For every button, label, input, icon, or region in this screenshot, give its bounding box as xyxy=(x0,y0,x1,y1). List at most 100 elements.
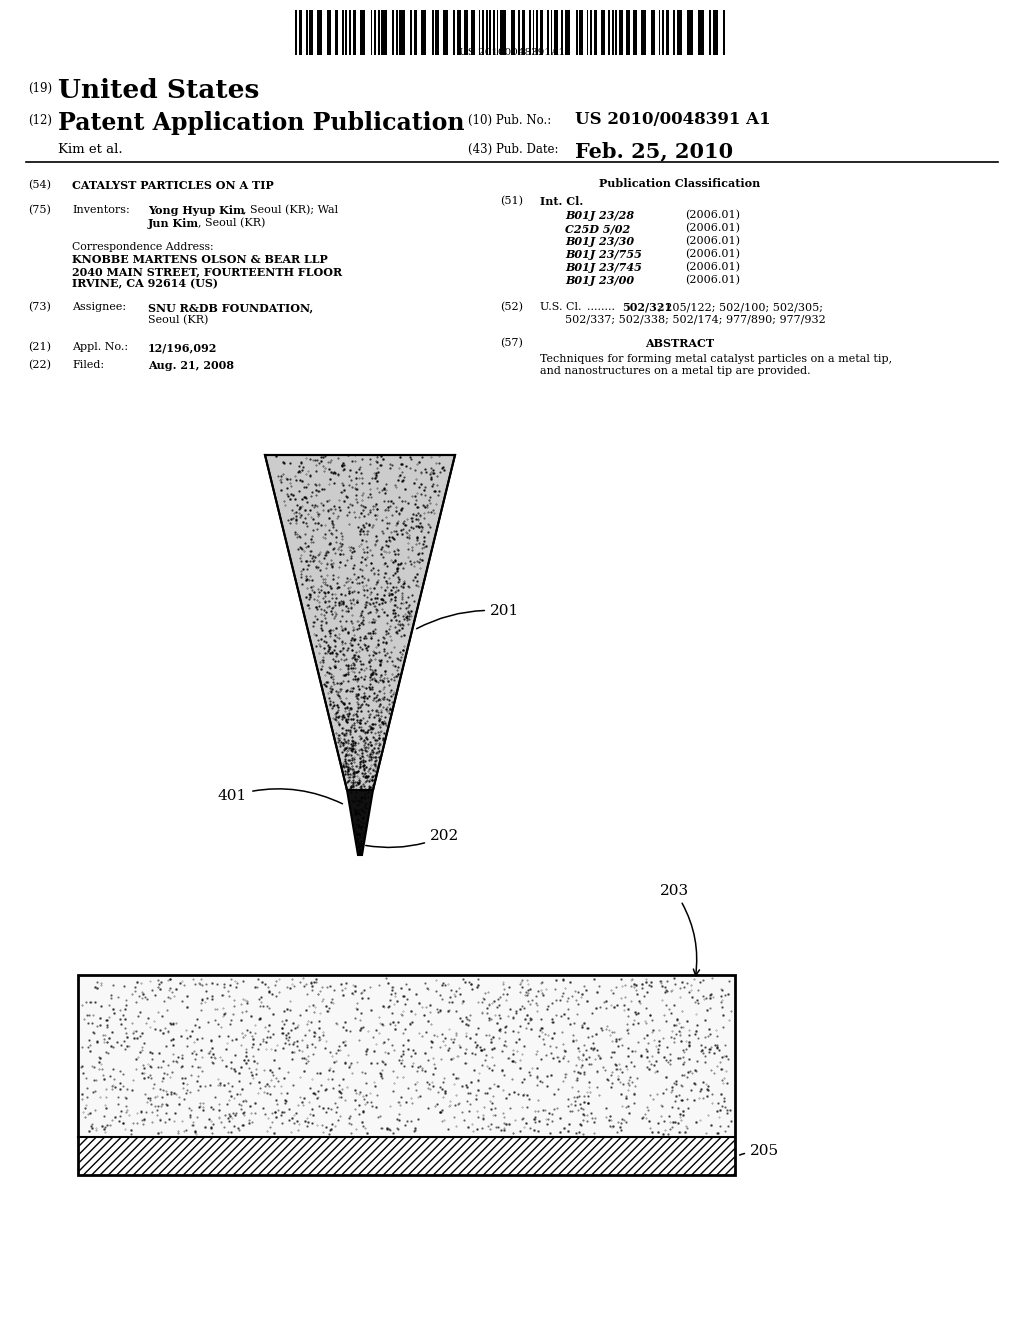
Text: Appl. No.:: Appl. No.: xyxy=(72,342,128,352)
Bar xyxy=(295,11,297,55)
Text: (43) Pub. Date:: (43) Pub. Date: xyxy=(468,143,558,156)
Text: 12/196,092: 12/196,092 xyxy=(148,342,217,352)
Text: , Seoul (KR); Wal: , Seoul (KR); Wal xyxy=(243,205,338,215)
Bar xyxy=(335,11,338,55)
Bar xyxy=(471,11,475,55)
Bar xyxy=(442,11,449,55)
Bar xyxy=(392,11,394,55)
Bar xyxy=(594,11,597,55)
Bar xyxy=(627,11,630,55)
Text: B01J 23/745: B01J 23/745 xyxy=(565,261,642,273)
Bar xyxy=(673,11,675,55)
Bar xyxy=(500,11,506,55)
Bar xyxy=(396,11,397,55)
Bar xyxy=(435,11,439,55)
Text: United States: United States xyxy=(58,78,259,103)
Bar xyxy=(666,11,670,55)
Text: SNU R&DB FOUNDATION,: SNU R&DB FOUNDATION, xyxy=(148,302,313,313)
Text: Jun Kim: Jun Kim xyxy=(148,218,199,228)
Text: Aug. 21, 2008: Aug. 21, 2008 xyxy=(148,360,234,371)
Text: (21): (21) xyxy=(28,342,51,352)
Bar xyxy=(411,11,412,55)
Text: ........: ........ xyxy=(587,302,615,312)
Text: 202: 202 xyxy=(366,829,459,847)
Text: , Seoul (KR): , Seoul (KR) xyxy=(198,218,265,228)
Text: (22): (22) xyxy=(28,360,51,371)
Text: Yong Hyup Kim: Yong Hyup Kim xyxy=(148,205,245,216)
Text: KNOBBE MARTENS OLSON & BEAR LLP: KNOBBE MARTENS OLSON & BEAR LLP xyxy=(72,253,328,265)
Bar xyxy=(489,11,492,55)
Bar xyxy=(299,11,302,55)
Text: ; 205/122; 502/100; 502/305;: ; 205/122; 502/100; 502/305; xyxy=(658,302,823,312)
Bar xyxy=(663,11,664,55)
Bar xyxy=(601,11,604,55)
Text: IRVINE, CA 92614 (US): IRVINE, CA 92614 (US) xyxy=(72,279,218,289)
Text: (2006.01): (2006.01) xyxy=(685,236,740,247)
Bar xyxy=(532,11,535,55)
Bar xyxy=(78,975,735,1137)
Text: (75): (75) xyxy=(28,205,51,215)
Text: (19): (19) xyxy=(28,82,52,95)
Bar xyxy=(580,11,583,55)
Text: Inventors:: Inventors: xyxy=(72,205,130,215)
Text: and nanostructures on a metal tip are provided.: and nanostructures on a metal tip are pr… xyxy=(540,366,811,376)
Text: Techniques for forming metal catalyst particles on a metal tip,: Techniques for forming metal catalyst pa… xyxy=(540,354,892,364)
Bar xyxy=(587,11,589,55)
Bar xyxy=(611,11,613,55)
Bar xyxy=(432,11,433,55)
Text: (51): (51) xyxy=(500,195,523,206)
Bar xyxy=(641,11,646,55)
Bar xyxy=(537,11,538,55)
Bar xyxy=(309,11,313,55)
Text: (2006.01): (2006.01) xyxy=(685,223,740,234)
Text: (57): (57) xyxy=(500,338,523,348)
Bar xyxy=(421,11,426,55)
Text: Kim et al.: Kim et al. xyxy=(58,143,123,156)
Text: (73): (73) xyxy=(28,302,51,313)
Bar xyxy=(493,11,495,55)
Bar xyxy=(687,11,693,55)
Bar xyxy=(723,11,725,55)
Bar xyxy=(482,11,484,55)
Bar xyxy=(618,11,623,55)
Bar xyxy=(709,11,711,55)
Bar xyxy=(651,11,655,55)
Bar xyxy=(316,11,322,55)
Text: Feb. 25, 2010: Feb. 25, 2010 xyxy=(575,141,733,161)
Bar xyxy=(374,11,376,55)
Text: 2040 MAIN STREET, FOURTEENTH FLOOR: 2040 MAIN STREET, FOURTEENTH FLOOR xyxy=(72,267,342,277)
Bar xyxy=(454,11,456,55)
Text: (54): (54) xyxy=(28,180,51,190)
Text: 502/321: 502/321 xyxy=(622,302,672,313)
Bar xyxy=(457,11,461,55)
Text: US 2010/0048391 A1: US 2010/0048391 A1 xyxy=(575,111,771,128)
Bar xyxy=(658,11,660,55)
Bar xyxy=(518,11,520,55)
Bar xyxy=(677,11,682,55)
Polygon shape xyxy=(265,455,455,789)
Bar xyxy=(547,11,549,55)
Text: 401: 401 xyxy=(218,789,342,804)
Bar xyxy=(328,11,331,55)
Text: ABSTRACT: ABSTRACT xyxy=(645,338,715,348)
Text: B01J 23/28: B01J 23/28 xyxy=(565,210,634,220)
Bar xyxy=(345,11,347,55)
Bar xyxy=(554,11,558,55)
Text: C25D 5/02: C25D 5/02 xyxy=(565,223,630,234)
Bar xyxy=(497,11,499,55)
Text: (2006.01): (2006.01) xyxy=(685,210,740,220)
Text: (10) Pub. No.:: (10) Pub. No.: xyxy=(468,114,551,127)
Text: B01J 23/755: B01J 23/755 xyxy=(565,249,642,260)
Text: (12): (12) xyxy=(28,114,52,127)
Text: Patent Application Publication: Patent Application Publication xyxy=(58,111,465,135)
Text: B01J 23/30: B01J 23/30 xyxy=(565,236,634,247)
Bar xyxy=(529,11,530,55)
Bar xyxy=(478,11,480,55)
Text: (2006.01): (2006.01) xyxy=(685,261,740,272)
Text: (2006.01): (2006.01) xyxy=(685,249,740,259)
Text: 205: 205 xyxy=(739,1144,779,1158)
Bar xyxy=(352,11,356,55)
Bar xyxy=(511,11,515,55)
Bar xyxy=(540,11,544,55)
Bar xyxy=(342,11,344,55)
